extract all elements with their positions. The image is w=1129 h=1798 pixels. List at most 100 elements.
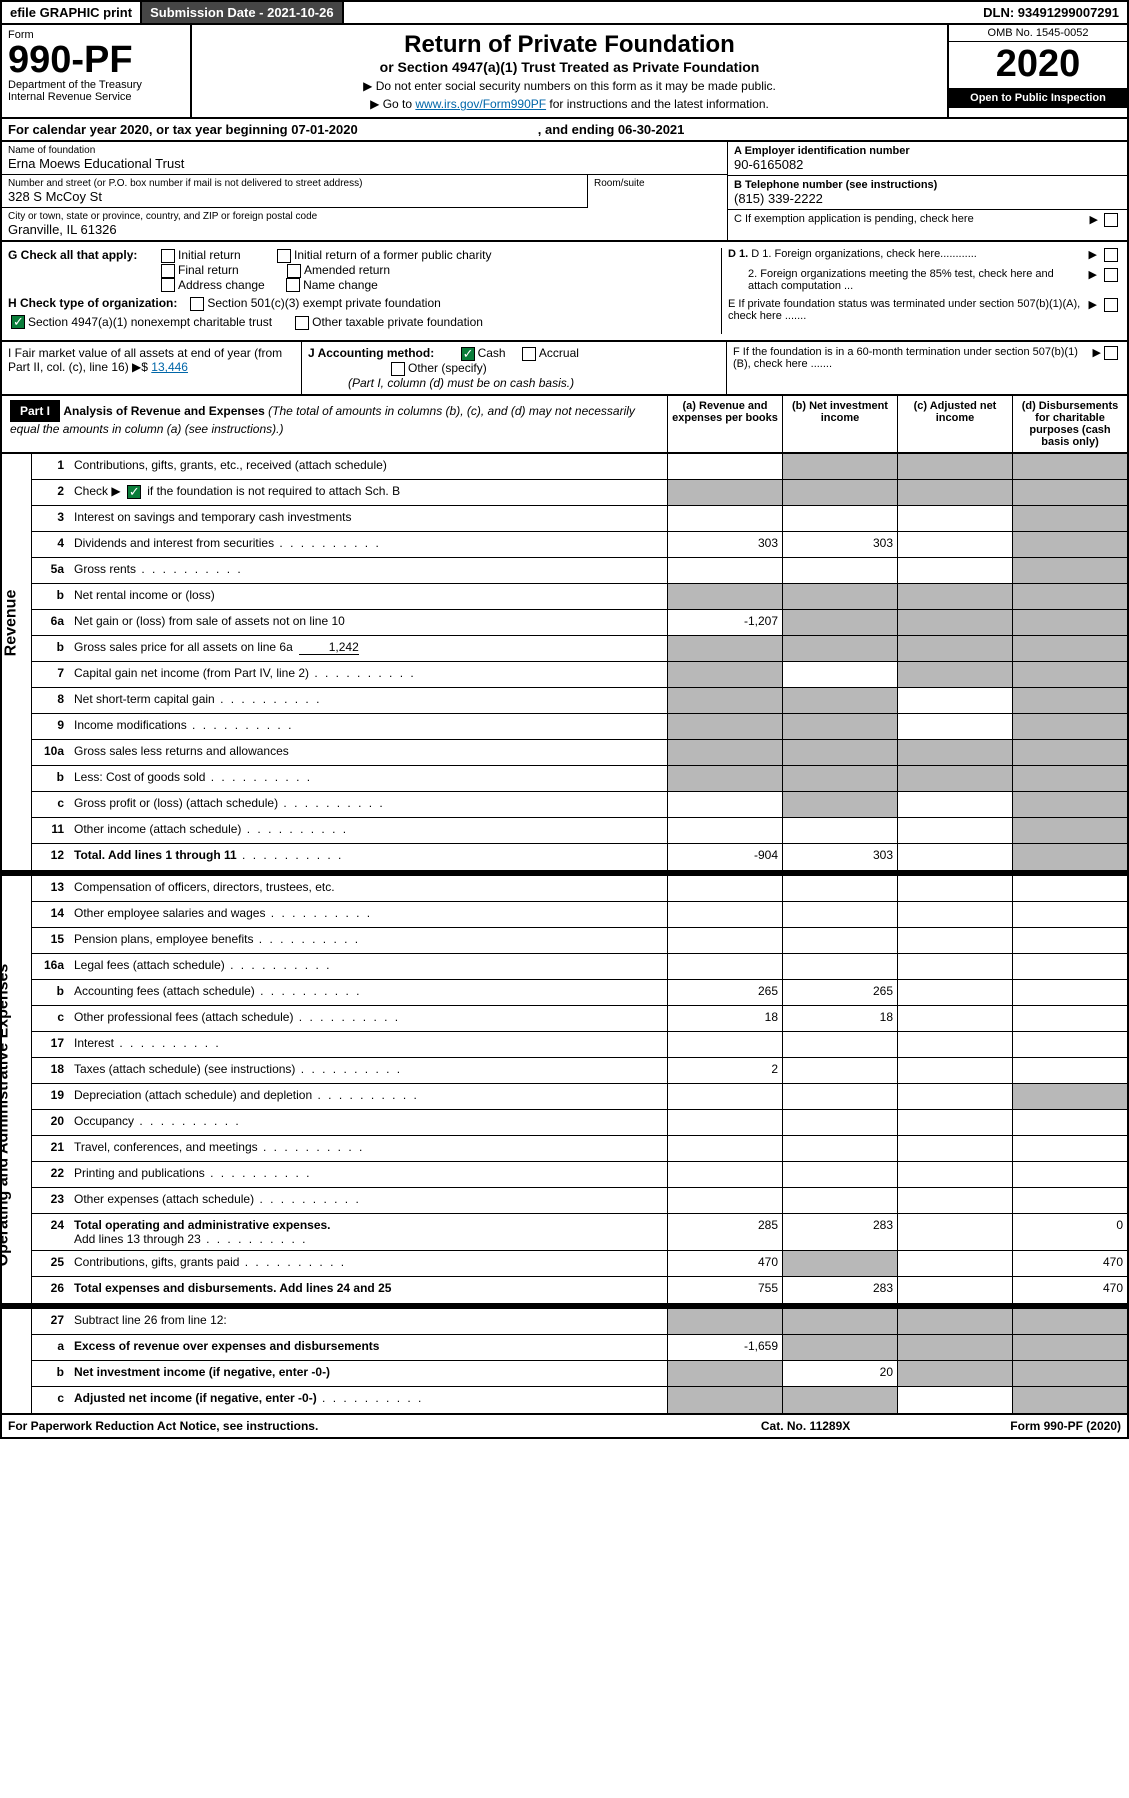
l3: Interest on savings and temporary cash i…	[68, 506, 667, 531]
calendar-end: , and ending 06-30-2021	[538, 122, 685, 137]
form-number: 990-PF	[8, 41, 184, 79]
accrual-label: Accrual	[539, 346, 579, 360]
l18: Taxes (attach schedule) (see instruction…	[68, 1058, 667, 1083]
l16c: Other professional fees (attach schedule…	[68, 1006, 667, 1031]
e-checkbox[interactable]	[1104, 298, 1118, 312]
l26: Total expenses and disbursements. Add li…	[74, 1281, 391, 1295]
h-4947-checkbox[interactable]	[11, 315, 25, 329]
part1-label: Part I	[10, 400, 60, 422]
amended-checkbox[interactable]	[287, 264, 301, 278]
i-value[interactable]: 13,446	[151, 360, 188, 374]
l2: Check ▶	[74, 484, 121, 498]
irs-link[interactable]: www.irs.gov/Form990PF	[415, 97, 546, 111]
other-checkbox[interactable]	[391, 362, 405, 376]
street-address: 328 S McCoy St	[8, 189, 581, 204]
open-public: Open to Public Inspection	[949, 88, 1127, 108]
h-label: H Check type of organization:	[8, 296, 177, 310]
foundation-info: Name of foundation Erna Moews Educationa…	[0, 142, 1129, 242]
l4: Dividends and interest from securities	[68, 532, 667, 557]
instr-1: ▶ Do not enter social security numbers o…	[198, 79, 941, 93]
l26-a: 755	[667, 1277, 782, 1303]
f-checkbox[interactable]	[1104, 346, 1118, 360]
l27c: Adjusted net income (if negative, enter …	[74, 1391, 317, 1405]
namechg-checkbox[interactable]	[286, 278, 300, 292]
l6b-val: 1,242	[299, 640, 359, 655]
l24-b: 283	[782, 1214, 897, 1250]
ein: 90-6165082	[734, 157, 1121, 172]
other-label: Other (specify)	[408, 361, 487, 375]
efile-label[interactable]: efile GRAPHIC print	[2, 2, 142, 23]
initial-label: Initial return	[178, 248, 241, 262]
h-other-checkbox[interactable]	[295, 316, 309, 330]
h-other-label: Other taxable private foundation	[312, 315, 483, 329]
accrual-checkbox[interactable]	[522, 347, 536, 361]
d1-checkbox[interactable]	[1104, 248, 1118, 262]
h-501c3-label: Section 501(c)(3) exempt private foundat…	[207, 296, 440, 310]
h-4947-label: Section 4947(a)(1) nonexempt charitable …	[28, 315, 272, 329]
h-501c3-checkbox[interactable]	[190, 297, 204, 311]
l26-b: 283	[782, 1277, 897, 1303]
f-label: F If the foundation is in a 60-month ter…	[733, 346, 1093, 370]
part1-header-row: Part I Analysis of Revenue and Expenses …	[0, 396, 1129, 454]
l5a: Gross rents	[68, 558, 667, 583]
l13: Compensation of officers, directors, tru…	[68, 876, 667, 901]
l2-post: if the foundation is not required to att…	[147, 484, 400, 498]
city-state-zip: Granville, IL 61326	[8, 222, 721, 237]
l27b-b: 20	[782, 1361, 897, 1386]
irs: Internal Revenue Service	[8, 91, 184, 103]
form-header: Form 990-PF Department of the Treasury I…	[0, 25, 1129, 119]
calendar-year-row: For calendar year 2020, or tax year begi…	[0, 119, 1129, 142]
cash-checkbox[interactable]	[461, 347, 475, 361]
pending-checkbox[interactable]	[1104, 213, 1118, 227]
l24-d: 0	[1012, 1214, 1127, 1250]
l22: Printing and publications	[68, 1162, 667, 1187]
city-label: City or town, state or province, country…	[8, 211, 721, 222]
phone: (815) 339-2222	[734, 191, 1121, 206]
l16b-b: 265	[782, 980, 897, 1005]
room-label: Room/suite	[587, 175, 727, 208]
l21: Travel, conferences, and meetings	[68, 1136, 667, 1161]
footer-mid: Cat. No. 11289X	[761, 1419, 850, 1433]
l14: Other employee salaries and wages	[68, 902, 667, 927]
l25: Contributions, gifts, grants paid	[68, 1251, 667, 1276]
l16c-b: 18	[782, 1006, 897, 1031]
l10a: Gross sales less returns and allowances	[68, 740, 667, 765]
l12: Total. Add lines 1 through 11	[74, 848, 237, 862]
l2-checkbox[interactable]	[127, 485, 141, 499]
col-b: (b) Net investment income	[782, 396, 897, 452]
foundation-name: Erna Moews Educational Trust	[8, 156, 721, 171]
initial-checkbox[interactable]	[161, 249, 175, 263]
l16c-a: 18	[667, 1006, 782, 1031]
instr-2-post: for instructions and the latest informat…	[546, 97, 769, 111]
col-a: (a) Revenue and expenses per books	[667, 396, 782, 452]
e-label: E If private foundation status was termi…	[728, 298, 1085, 322]
final-checkbox[interactable]	[161, 264, 175, 278]
pending-label: C If exemption application is pending, c…	[734, 213, 974, 225]
check-section: G Check all that apply: Initial return I…	[0, 242, 1129, 342]
l5b: Net rental income or (loss)	[68, 584, 667, 609]
footer: For Paperwork Reduction Act Notice, see …	[0, 1415, 1129, 1439]
final-label: Final return	[178, 263, 239, 277]
topbar: efile GRAPHIC print Submission Date - 20…	[0, 0, 1129, 25]
l16a: Legal fees (attach schedule)	[68, 954, 667, 979]
l10b: Less: Cost of goods sold	[68, 766, 667, 791]
d2-label: 2. Foreign organizations meeting the 85%…	[728, 268, 1085, 292]
instr-2-pre: ▶ Go to	[370, 97, 415, 111]
l6b: Gross sales price for all assets on line…	[74, 640, 293, 654]
initial-public-checkbox[interactable]	[277, 249, 291, 263]
l27a: Excess of revenue over expenses and disb…	[74, 1339, 379, 1353]
addrchg-checkbox[interactable]	[161, 278, 175, 292]
l4-b: 303	[782, 532, 897, 557]
l4-a: 303	[667, 532, 782, 557]
l8: Net short-term capital gain	[68, 688, 667, 713]
g-label: G Check all that apply:	[8, 248, 158, 262]
l25-d: 470	[1012, 1251, 1127, 1276]
calendar-begin: For calendar year 2020, or tax year begi…	[8, 122, 358, 137]
phone-label: B Telephone number (see instructions)	[734, 179, 1121, 191]
l20: Occupancy	[68, 1110, 667, 1135]
submission-date: Submission Date - 2021-10-26	[142, 2, 344, 23]
d2-checkbox[interactable]	[1104, 268, 1118, 282]
l9: Income modifications	[68, 714, 667, 739]
dln: DLN: 93491299007291	[975, 2, 1127, 23]
d1-label: D 1. Foreign organizations, check here..…	[751, 248, 977, 260]
